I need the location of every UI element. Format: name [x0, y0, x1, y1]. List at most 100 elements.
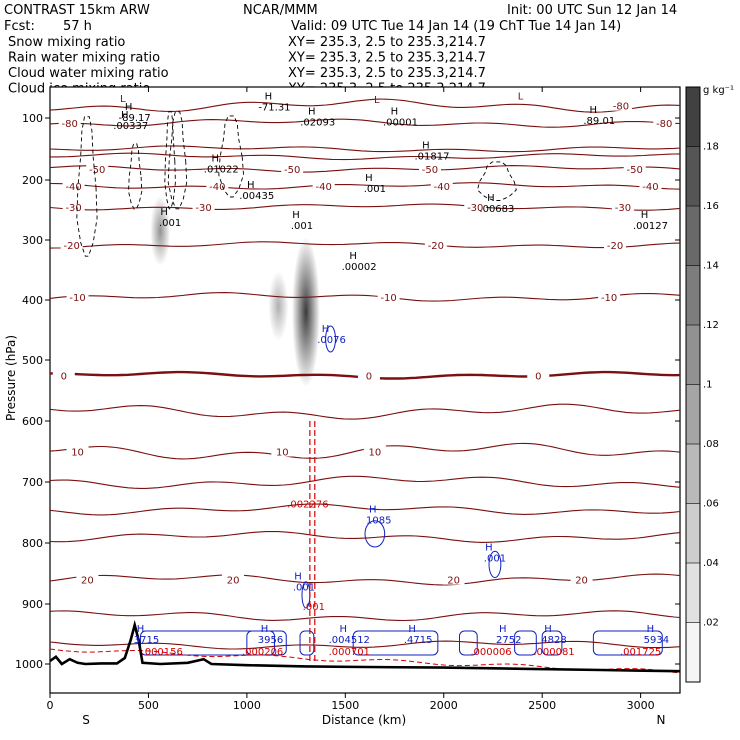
max-marker: H: [261, 624, 269, 635]
snow-max-label: -71.31: [258, 103, 290, 114]
max-marker: H: [121, 110, 129, 121]
isotherm-line: [49, 241, 681, 249]
init-time: Init: 00 UTC Sun 12 Jan 14: [507, 3, 677, 18]
isotherm-label-bg: [206, 180, 229, 191]
isotherm-label-bg: [52, 369, 75, 381]
colorbar: .02 .04 .06 .08 .1 .12 .14 .16 .18 g kg⁻¹: [685, 85, 734, 683]
isotherm-label: -10: [69, 293, 85, 304]
colorbar-bin: [686, 622, 700, 682]
x-tick-label: 3000: [627, 699, 655, 712]
colorbar-tick-label: .06: [703, 499, 719, 510]
max-marker: H: [322, 324, 330, 335]
colorbar-tick-label: .02: [703, 618, 719, 629]
max-marker: H: [212, 154, 220, 165]
isotherm-line: [49, 475, 681, 489]
center-title: NCAR/MMM: [243, 3, 318, 18]
rain-water-label: .001: [303, 602, 325, 613]
isotherm-label-bg: [357, 369, 380, 381]
x-tick-label: 500: [138, 699, 159, 712]
colorbar-bin: [686, 206, 700, 266]
rain-water-contour: [49, 648, 681, 674]
low-marker: L: [120, 94, 126, 105]
cloud-water-label: 3715: [134, 635, 159, 646]
cloud-water-contour: [592, 630, 663, 656]
rain-water-label: .000156: [142, 647, 183, 658]
colorbar-bin: [686, 384, 700, 444]
legend-field-xy: XY= 235.3, 2.5 to 235.3,214.7: [288, 35, 486, 50]
valid-time: Valid: 09 UTC Tue 14 Jan 14 (19 ChT Tue …: [291, 19, 621, 34]
y-axis-label: Pressure (hPa): [4, 335, 18, 421]
low-marker: L: [518, 91, 524, 102]
max-marker: H: [349, 251, 357, 262]
cloud-water-contour: [459, 630, 478, 656]
colorbar-tick-label: .04: [703, 558, 719, 569]
cloud-water-label: 4828: [541, 635, 566, 646]
snow-max-label: .02093: [300, 117, 335, 128]
isotherm-label-bg: [86, 162, 109, 174]
isotherm-label: 20: [227, 576, 240, 587]
snow-max-label: .00002: [342, 262, 377, 273]
legend-field-xy: XY= 235.3, 2.5 to 235.3,214.7: [288, 51, 486, 66]
isotherm-line: [49, 165, 681, 173]
snow-max-label: .01022: [204, 165, 239, 176]
x-tick-label: 2500: [528, 699, 556, 712]
colorbar-bin: [686, 563, 700, 623]
isotherm-line: [49, 98, 681, 113]
cloud-water-contour: [325, 325, 336, 353]
fcst-label: Fcst:: [4, 19, 35, 34]
isotherm-label: -50: [422, 165, 438, 176]
isotherm-label: -30: [615, 203, 631, 214]
isotherm-label: 20: [575, 576, 588, 587]
axes: 0 500 1000 1500 2000 2500 30001002003004005006…: [15, 87, 680, 712]
snow-shading-blob: [268, 271, 289, 341]
x-tick-label: 1500: [331, 699, 359, 712]
snow-max-label: .01817: [414, 152, 449, 163]
y-tick-label: 300: [22, 234, 43, 247]
isotherm-label-bg: [222, 573, 245, 585]
isotherm-label: -50: [89, 165, 105, 176]
isotherm-label-bg: [464, 201, 487, 212]
colorbar-unit: g kg⁻¹: [703, 85, 734, 96]
max-marker: H: [641, 210, 649, 221]
isotherm-label-bg: [281, 162, 304, 174]
isotherm-label-bg: [271, 445, 294, 457]
legend-field-name: Rain water mixing ratio: [8, 51, 160, 66]
max-marker: H: [422, 141, 430, 152]
cloud-ice-contour: [476, 161, 517, 201]
rain-water-label: .000006: [470, 647, 511, 658]
isotherm-label-bg: [430, 180, 453, 191]
cloud-water-contour: [514, 630, 537, 656]
snow-max-label: .00001: [383, 117, 418, 128]
y-tick-label: 200: [22, 174, 43, 187]
colorbar-tick-label: .12: [703, 320, 719, 331]
cloud-ice-contour: [128, 143, 143, 210]
cloud-water-contour: [140, 630, 287, 656]
isotherm-label: 10: [276, 448, 289, 459]
isotherm-label: -40: [434, 182, 450, 193]
y-tick-label: 900: [22, 598, 43, 611]
cloud-ice-contour: [218, 115, 244, 198]
colorbar-tick-label: .08: [703, 439, 719, 450]
isotherm-line: [50, 152, 681, 161]
low-marker: L: [374, 95, 380, 106]
isotherm-label: 10: [71, 448, 84, 459]
x-axis-label: Distance (km): [322, 713, 406, 727]
cloud-water-label: .001: [484, 553, 506, 564]
snow-shading-blob: [150, 196, 171, 266]
isotherm-line: [49, 292, 681, 302]
max-marker: H: [544, 624, 552, 635]
terrain-line: [49, 619, 681, 673]
isotherm-label: -80: [62, 119, 78, 130]
isotherm-line: [49, 203, 681, 211]
isotherm-label-bg: [639, 180, 662, 191]
isotherm-label-bg: [609, 99, 632, 111]
colorbar-tick-label: .18: [703, 142, 719, 153]
isotherm-label: 20: [447, 576, 460, 587]
colorbar-tick-label: .1: [703, 380, 713, 391]
snow-max-label: .001: [364, 184, 386, 195]
isotherm-label: -30: [65, 203, 81, 214]
isotherm-label: -20: [607, 241, 623, 252]
max-marker: H: [487, 193, 495, 204]
max-marker: H: [485, 542, 493, 553]
cloud-water-contour: [364, 520, 386, 548]
